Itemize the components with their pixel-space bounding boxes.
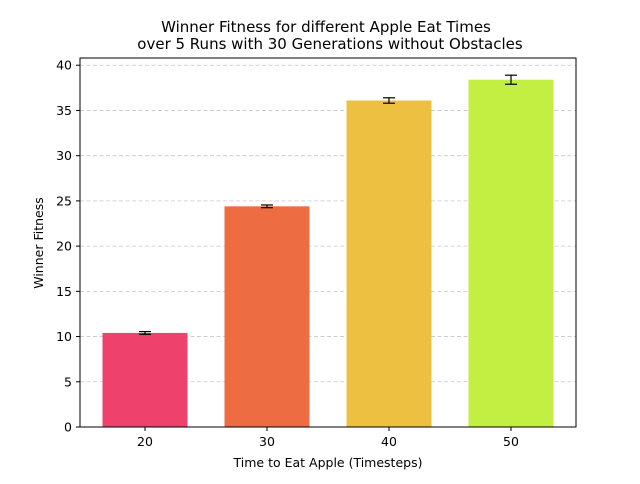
chart-title-line-1: Winner Fitness for different Apple Eat T… [161, 18, 491, 36]
y-tick-label-15: 15 [56, 284, 72, 299]
y-tick-label-30: 30 [56, 148, 72, 163]
y-tick-label-20: 20 [56, 239, 72, 254]
y-tick-label-10: 10 [56, 329, 72, 344]
y-tick-label-35: 35 [56, 103, 72, 118]
axes-frame [79, 57, 577, 428]
bar-40 [346, 100, 432, 427]
error-bar-20 [139, 330, 151, 335]
x-tick-label-50: 50 [503, 434, 519, 449]
y-tick-label-40: 40 [56, 58, 72, 73]
y-tick-label-25: 25 [56, 193, 72, 208]
bars [102, 79, 554, 428]
bar-20 [102, 332, 188, 427]
error-bar-50 [505, 74, 517, 85]
error-bar-40 [383, 97, 395, 104]
x-tick-label-20: 20 [137, 434, 153, 449]
chart-title-line-2: over 5 Runs with 30 Generations without … [137, 35, 523, 53]
y-axis-label: Winner Fitness [31, 197, 46, 289]
error-bar-30 [261, 204, 273, 209]
y-tick-label-5: 5 [64, 374, 72, 389]
bar-30 [224, 206, 310, 427]
x-axis-label: Time to Eat Apple (Timesteps) [233, 455, 423, 470]
bar-50 [468, 79, 554, 428]
x-tick-label-30: 30 [259, 434, 275, 449]
y-tick-label-0: 0 [64, 420, 72, 435]
x-tick-label-40: 40 [381, 434, 397, 449]
axis-ticks: 0 5 10 15 20 25 30 35 40 20 30 40 50 [56, 58, 519, 449]
error-bars [139, 74, 517, 335]
